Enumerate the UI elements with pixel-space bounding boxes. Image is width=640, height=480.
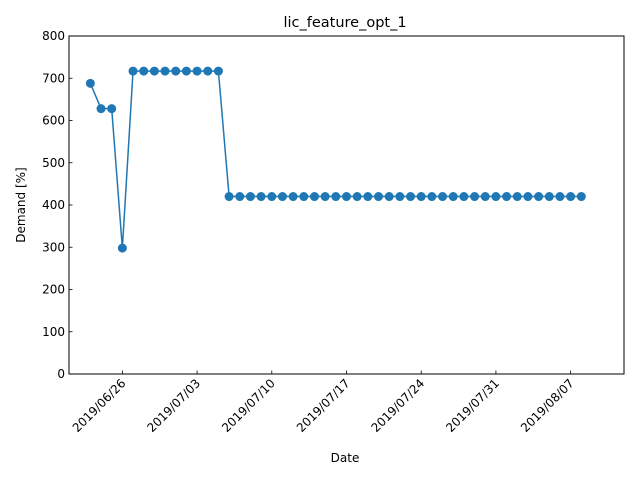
- data-point: [438, 192, 448, 202]
- data-point: [363, 192, 373, 202]
- data-point: [245, 192, 255, 202]
- data-point: [406, 192, 416, 202]
- y-tick-label: 0: [57, 367, 65, 381]
- data-point: [576, 192, 586, 202]
- x-axis-label: Date: [331, 451, 360, 465]
- data-point: [416, 192, 426, 202]
- data-point: [181, 66, 191, 76]
- data-point: [299, 192, 309, 202]
- y-tick-label: 200: [42, 283, 65, 297]
- data-point: [512, 192, 522, 202]
- data-point: [342, 192, 351, 202]
- x-tick-label: 2019/07/24: [369, 376, 428, 435]
- y-axis-label: Demand [%]: [14, 167, 28, 242]
- chart-title: lic_feature_opt_1: [283, 15, 406, 31]
- y-tick-label: 500: [42, 156, 65, 170]
- data-point: [352, 192, 362, 202]
- data-point: [224, 192, 234, 202]
- data-point: [267, 192, 277, 202]
- x-tick-label: 2019/07/17: [294, 376, 353, 435]
- y-tick-label: 100: [42, 325, 65, 339]
- data-point: [534, 192, 544, 202]
- data-point: [331, 192, 341, 202]
- data-point: [566, 192, 576, 202]
- x-tick-label: 2019/07/31: [443, 376, 502, 435]
- data-point: [523, 192, 533, 202]
- data-point: [384, 192, 394, 202]
- data-point: [395, 192, 405, 202]
- series-points: [85, 66, 586, 253]
- data-point: [192, 66, 202, 76]
- data-point: [128, 66, 138, 76]
- data-point: [459, 192, 469, 202]
- plot-frame: [68, 35, 625, 375]
- data-point: [203, 66, 213, 76]
- data-point: [117, 243, 127, 253]
- data-point: [502, 192, 512, 202]
- data-point: [107, 104, 117, 114]
- data-point: [277, 192, 287, 202]
- series-line: [89, 70, 582, 249]
- y-tick-label: 700: [42, 71, 65, 85]
- x-tick-label: 2019/07/03: [144, 376, 203, 435]
- x-tick-label: 2019/07/10: [219, 376, 278, 435]
- data-point: [256, 192, 266, 202]
- data-point: [448, 192, 458, 202]
- y-tick-label: 400: [42, 198, 65, 212]
- data-point: [309, 192, 319, 202]
- data-point: [139, 66, 149, 76]
- data-point: [213, 66, 223, 76]
- data-point: [235, 192, 245, 202]
- data-point: [171, 66, 181, 76]
- y-tick-label: 800: [42, 29, 65, 43]
- x-tick-label: 2019/08/07: [518, 376, 577, 435]
- data-point: [96, 104, 106, 114]
- y-axis: 0 100 200 300 400 500 600 700 800: [42, 29, 73, 381]
- data-point: [374, 192, 384, 202]
- y-tick-label: 300: [42, 240, 65, 254]
- data-point: [544, 192, 554, 202]
- x-axis: 2019/06/26 2019/07/03 2019/07/10 2019/07/17…: [70, 370, 577, 435]
- y-tick-label: 600: [42, 114, 65, 128]
- data-point: [427, 192, 437, 202]
- data-point: [320, 192, 330, 202]
- data-point: [470, 192, 480, 202]
- data-point: [85, 78, 95, 88]
- data-point: [491, 192, 501, 202]
- data-point: [149, 66, 159, 76]
- data-point: [555, 192, 565, 202]
- x-tick-label: 2019/06/26: [70, 376, 129, 435]
- data-point: [288, 192, 298, 202]
- data-point: [480, 192, 490, 202]
- data-point: [160, 66, 170, 76]
